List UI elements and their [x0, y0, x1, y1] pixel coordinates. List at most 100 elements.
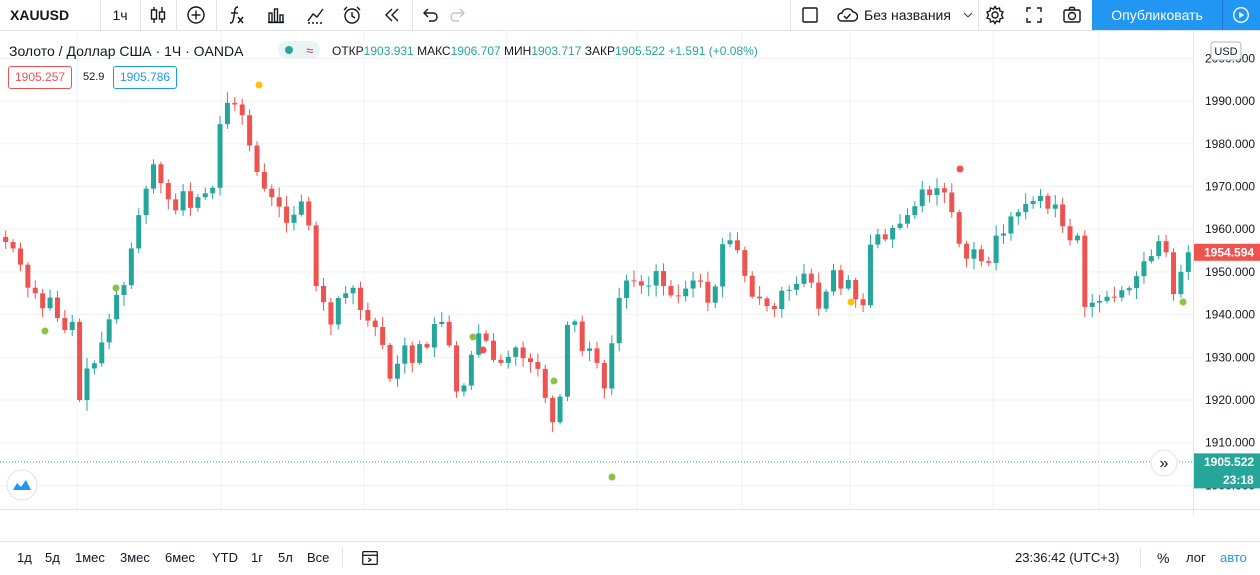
close-label: ЗАКР [584, 44, 615, 58]
fullscreen-button[interactable] [1016, 0, 1052, 30]
range-button[interactable]: YTD [212, 550, 238, 565]
top-toolbar: XAUUSD 1ч Без названия [0, 0, 1260, 31]
compare-button[interactable] [176, 0, 216, 30]
candle-body [498, 359, 504, 363]
candle-body [964, 243, 970, 259]
range-button[interactable]: 1д [17, 550, 32, 565]
market-status-icon[interactable]: ≈ [278, 41, 320, 59]
candle-body [601, 362, 607, 389]
redo-button[interactable] [440, 0, 476, 30]
candle-body [261, 171, 267, 189]
candles-icon [150, 7, 166, 23]
grid-lines [0, 31, 1193, 509]
chart-style-button[interactable] [140, 0, 176, 30]
layout-name-button[interactable]: Без названия [832, 0, 982, 30]
last-price-value: 1905.522 [1204, 455, 1254, 469]
candle-body [40, 293, 46, 309]
publish-button[interactable]: Опубликовать [1092, 0, 1260, 30]
high-label: МАКС [417, 44, 451, 58]
buy-price-button[interactable]: 1905.786 [113, 66, 178, 89]
candle-body [187, 191, 193, 208]
candle-body [1171, 252, 1177, 295]
candle-body [25, 264, 31, 288]
candle-body [572, 321, 578, 325]
signal-dot [255, 81, 263, 89]
separator [978, 0, 979, 30]
alert-button[interactable] [332, 0, 372, 30]
candle-body [202, 193, 208, 198]
candle-body [10, 242, 16, 249]
candle-body [402, 345, 408, 364]
bar-chart-icon [268, 8, 284, 24]
candle-body [978, 249, 984, 262]
undo-button[interactable] [412, 0, 448, 30]
bar-countdown: 23:18 [1223, 473, 1254, 487]
indicators-button[interactable] [216, 0, 256, 30]
goto-date-button[interactable] [360, 548, 382, 570]
sell-price-button[interactable]: 1905.257 [8, 66, 73, 89]
publish-stream-button[interactable] [1226, 0, 1256, 30]
candle-body [1156, 241, 1162, 257]
fullscreen-toggle-button[interactable] [790, 0, 830, 30]
candle-body [520, 347, 526, 359]
settings-button[interactable] [978, 0, 1012, 30]
candle-body [1037, 195, 1043, 202]
candle-body [1097, 300, 1103, 303]
candle-body [1074, 235, 1080, 241]
price-axis-labels: 2000.0001990.0001980.0001970.0001960.000… [1205, 51, 1255, 492]
current-price-label: 1954.594 [1194, 243, 1260, 261]
interval-button[interactable]: 1ч [100, 0, 140, 30]
signal-dot [608, 473, 616, 481]
signal-dot [847, 298, 855, 306]
candle-body [491, 340, 497, 360]
range-button[interactable]: 1мес [75, 550, 105, 565]
candle-body [786, 289, 792, 291]
open-value: 1903.931 [363, 44, 414, 58]
candle-body [1134, 276, 1140, 289]
candle-body [143, 188, 149, 216]
price-axis-bg [1193, 31, 1260, 515]
candle-body [697, 280, 703, 282]
price-chart[interactable]: » 2000.0001990.0001980.0001970.0001960.0… [0, 31, 1260, 515]
candle-body [712, 286, 718, 303]
undo-icon [423, 8, 438, 22]
candle-body [394, 363, 400, 379]
candle-body [690, 280, 696, 289]
candle-body [99, 342, 105, 364]
range-button[interactable]: 5л [278, 550, 293, 565]
separator [790, 0, 791, 30]
layout-name: Без названия [864, 7, 951, 23]
symbol-search-button[interactable]: XAUUSD [0, 0, 100, 30]
replay-button[interactable] [372, 0, 412, 30]
price-tick-label: 1910.000 [1205, 436, 1255, 450]
range-button[interactable]: 6мес [165, 550, 195, 565]
candle-body [32, 287, 38, 294]
candle-body [823, 291, 829, 309]
range-button[interactable]: 5д [45, 550, 60, 565]
candles [3, 92, 1191, 433]
candle-body [431, 324, 437, 348]
currency-badge[interactable]: USD [1210, 41, 1242, 61]
gear-icon [986, 5, 1004, 25]
clock-timezone[interactable]: 23:36:42 (UTC+3) [1015, 550, 1120, 565]
trend-template-icon [307, 8, 324, 24]
financials-button[interactable] [256, 0, 296, 30]
candle-body [461, 385, 467, 392]
log-scale-toggle[interactable]: лог [1186, 550, 1206, 565]
candle-body [247, 115, 253, 146]
auto-scale-toggle[interactable]: авто [1220, 550, 1247, 565]
separator [1222, 0, 1223, 30]
function-icon [229, 6, 244, 24]
percent-scale-toggle[interactable]: % [1157, 550, 1170, 566]
range-button[interactable]: 3мес [120, 550, 150, 565]
templates-button[interactable] [296, 0, 336, 30]
snapshot-button[interactable] [1054, 0, 1090, 30]
candle-body [646, 285, 652, 287]
candle-body [173, 199, 179, 211]
price-tick-label: 1970.000 [1205, 180, 1255, 194]
candle-body [69, 321, 75, 331]
logo-button[interactable] [6, 469, 38, 501]
scroll-to-realtime-button[interactable]: » [1150, 449, 1178, 477]
range-button[interactable]: 1г [251, 550, 263, 565]
range-button[interactable]: Все [307, 550, 330, 565]
